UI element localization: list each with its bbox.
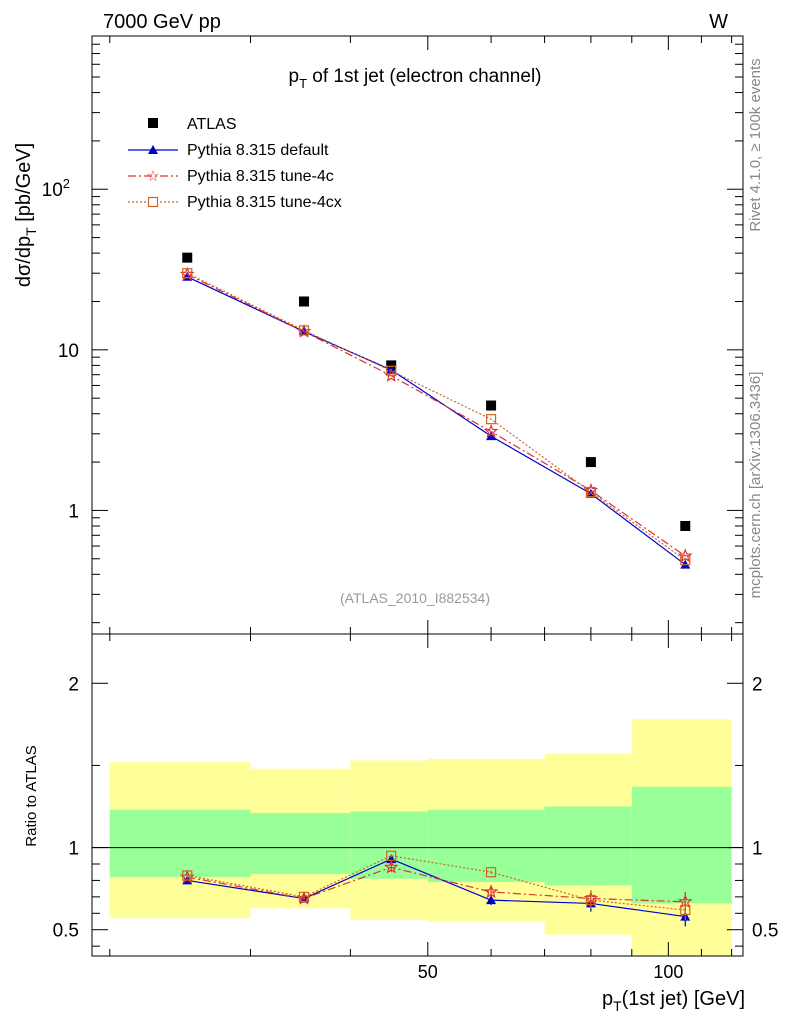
y-tick-label: 102 [42,176,70,201]
ratio-y-axis-label: Ratio to ATLAS [23,745,40,846]
analysis-watermark: (ATLAS_2010_I882534) [340,590,490,606]
legend: ATLAS Pythia 8.315 default ☆ Pythia 8.31… [128,116,342,211]
mcplots-label: mcplots.cern.ch [arXiv:1306.3436] [747,372,764,599]
ratio-frame [91,633,744,957]
atlas-data-point [299,296,310,307]
tune4cx-data-point [585,487,597,498]
tune4cx-data-point [386,365,397,376]
legend-tune4cx-label: Pythia 8.315 tune-4cx [187,194,342,211]
collision-label: 7000 GeV pp [103,11,221,33]
legend-tune4cx-marker [147,196,159,208]
atlas-data-point [680,520,691,531]
ratio-axis-ticks: 50 100 0.5 0.5 1 1 2 2 [53,634,778,982]
main-title: pT of 1st jet (electron channel) [289,66,542,91]
y-tick-label: 1 [68,839,79,860]
default-data-point [486,895,497,905]
tune4cx-series-line [186,272,686,561]
y-tick-label: 1 [68,501,79,522]
tune4c-data-point [483,423,499,438]
tune4cx-data-point [298,891,310,902]
ratio-series [179,850,693,927]
atlas-data-point [585,457,596,468]
atlas-data-point [182,252,193,263]
main-y-axis-label: dσ/dpT [pb/GeV] [13,143,39,287]
tune4cx-data-point [386,850,397,861]
tune4c-series-line [186,273,686,557]
uncertainty-band-inner [544,806,632,886]
legend-tune4c-marker: ☆ [146,168,159,185]
uncertainty-band-inner [631,786,732,904]
uncertainty-band-inner [250,813,351,874]
legend-default-label: Pythia 8.315 default [187,142,329,159]
process-label: W [709,11,728,33]
legend-atlas-marker [148,118,158,128]
default-series-line [186,276,686,566]
x-tick-label: 100 [653,962,683,982]
rivet-label: Rivet 4.1.0, ≥ 100k events [747,58,764,231]
tune4c-data-point [383,859,399,874]
tune4cx-data-point [585,895,597,906]
tune4cx-data-point [182,870,193,881]
tune4cx-data-point [680,904,691,916]
y-tick-label: 2 [68,674,79,695]
tune4cx-data-point [298,325,310,336]
legend-atlas-label: ATLAS [187,116,237,133]
tune4cx-ratio-line [187,855,686,911]
tune4c-ratio-line [187,866,686,903]
tune4c-data-point [483,884,499,899]
uncertainty-band-inner [109,809,251,878]
tune4cx-data-point [485,867,497,878]
tune4cx-data-point [182,268,193,279]
tune4cx-data-point [485,414,497,425]
y-tick-label: 0.5 [53,921,79,942]
y-tick-label-right: 2 [752,674,763,695]
main-series [179,252,693,569]
y-tick-label-right: 0.5 [752,921,778,942]
main-axis-ticks: 1 10 102 [42,35,743,634]
atlas-data-point [486,400,497,411]
x-tick-label: 50 [418,962,438,982]
tune4cx-data-point [680,555,691,566]
legend-default-marker [148,145,158,154]
legend-tune4c-label: Pythia 8.315 tune-4c [187,168,334,185]
y-tick-label-right: 1 [752,839,763,860]
ratio-panel [92,719,743,956]
default-data-point [486,431,497,441]
y-tick-label: 10 [58,341,79,362]
x-axis-label: pT(1st jet) [GeV] [602,988,745,1014]
tune4c-data-point [678,548,693,563]
